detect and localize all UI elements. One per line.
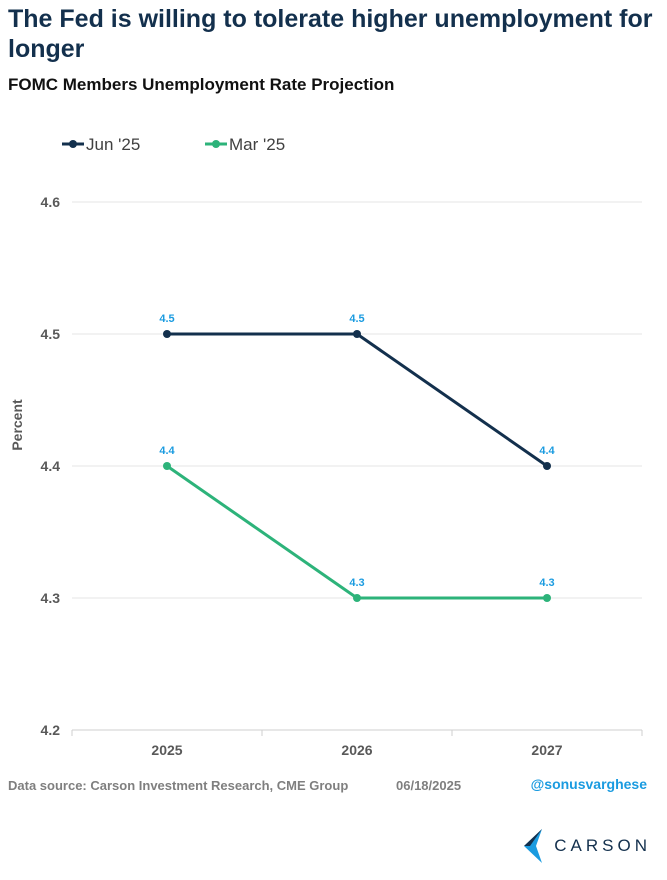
- chart-title: The Fed is willing to tolerate higher un…: [8, 5, 653, 63]
- series-0: 4.5 4.5 4.4: [159, 313, 556, 470]
- data-date: 06/18/2025: [396, 778, 462, 793]
- data-label: 4.3: [539, 577, 554, 589]
- legend-label: Mar '25: [229, 135, 285, 154]
- data-point: [163, 330, 171, 338]
- y-tick-label: 4.5: [41, 326, 61, 342]
- gridlines: [72, 201, 642, 731]
- y-tick-label: 4.6: [41, 194, 61, 210]
- data-label: 4.5: [159, 313, 174, 325]
- legend-label: Jun '25: [86, 135, 140, 154]
- x-tick-label: 2027: [531, 742, 562, 758]
- carson-logo: CARSON: [522, 829, 651, 863]
- x-tick-label: 2026: [341, 742, 372, 758]
- data-label: 4.3: [349, 577, 364, 589]
- y-tick-label: 4.3: [41, 590, 61, 606]
- x-tick-label: 2025: [151, 742, 182, 758]
- data-point: [543, 594, 551, 602]
- line-chart: Jun '25 Mar '25 4.24.34.44.54.6 2025 2026 2…: [9, 135, 643, 758]
- data-point: [163, 462, 171, 470]
- legend-marker: [212, 140, 220, 148]
- series-line: [167, 332, 548, 468]
- legend-item: Jun '25: [62, 135, 140, 154]
- data-point: [353, 594, 361, 602]
- data-source-note: Data source: Carson Investment Research,…: [8, 778, 349, 793]
- legend-item: Mar '25: [205, 135, 285, 154]
- chart-subtitle: FOMC Members Unemployment Rate Projectio…: [8, 75, 395, 94]
- chart-legend: Jun '25 Mar '25: [62, 135, 285, 154]
- series-lines: 4.5 4.5 4.4 4.4 4.3 4.3: [159, 313, 556, 602]
- y-tick-label: 4.4: [41, 458, 61, 474]
- data-label: 4.5: [349, 313, 364, 325]
- x-axis-ticks: 2025 2026 2027: [71, 730, 643, 758]
- carson-logo-text: CARSON: [554, 836, 651, 855]
- y-axis-ticks: 4.2 4.3 4.4 4.5 4.6: [41, 194, 61, 738]
- legend-marker: [69, 140, 77, 148]
- data-label: 4.4: [539, 445, 555, 457]
- data-label: 4.4: [159, 445, 175, 457]
- author-handle: @sonusvarghese: [530, 776, 647, 792]
- y-axis-label: Percent: [9, 399, 25, 451]
- series-1: 4.4 4.3 4.3: [159, 445, 555, 602]
- y-tick-label: 4.2: [41, 722, 61, 738]
- carson-logo-icon: [524, 829, 543, 863]
- data-point: [353, 330, 361, 338]
- data-point: [543, 462, 551, 470]
